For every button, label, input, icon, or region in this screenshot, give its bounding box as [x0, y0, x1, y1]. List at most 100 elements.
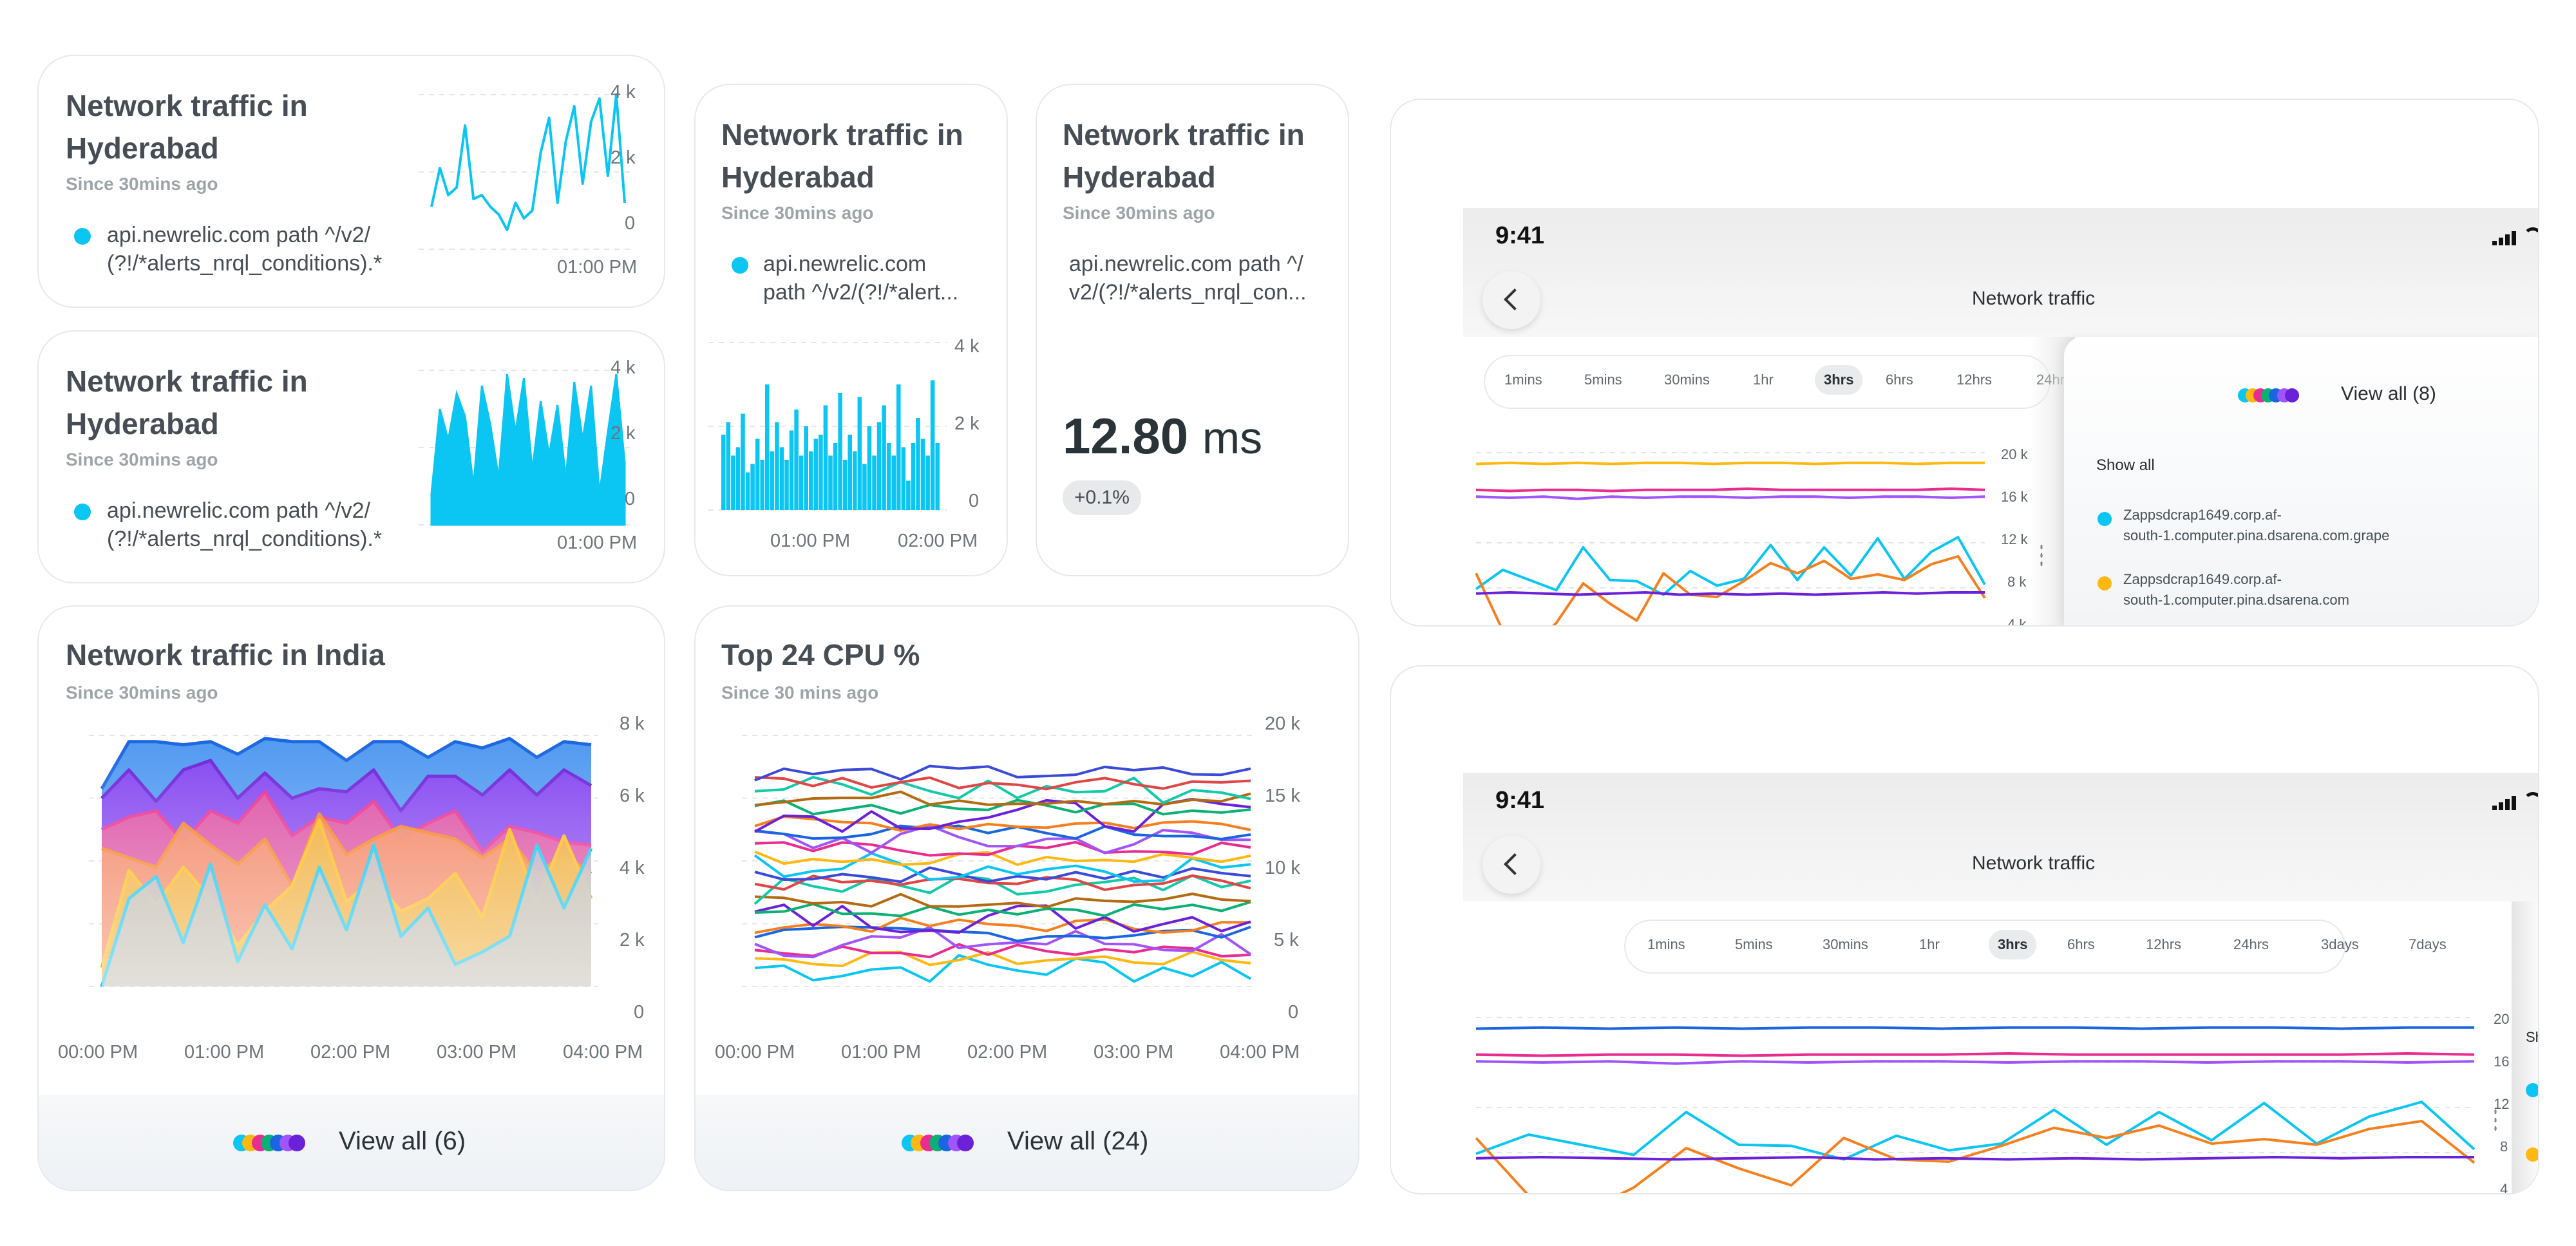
legend-label: south-1.computer.pina.dsarena.com [2123, 592, 2349, 608]
tab-1mins[interactable]: 1mins [1647, 936, 1685, 952]
widget-card-bar[interactable]: Network traffic in Hyderabad Since 30min… [694, 84, 1008, 576]
series-line [754, 926, 1252, 959]
y-tick: 4 k [620, 858, 645, 878]
query-line-2: (?!/*alerts_nrql_conditions).* [107, 251, 383, 276]
y-tick: 2 k [611, 147, 636, 168]
series-area [430, 373, 626, 526]
y-tick: 2 k [620, 930, 645, 950]
tab-5mins[interactable]: 5mins [1584, 372, 1622, 388]
x-tick: 01:00 PM [557, 533, 638, 553]
x-tick: 00:00 PM [58, 1042, 138, 1062]
bar [799, 455, 804, 510]
back-button[interactable] [1482, 271, 1540, 329]
clock: 9:41 [1495, 222, 1545, 249]
y-tick: 4 k [954, 336, 980, 357]
bar [823, 405, 828, 510]
tab-6hrs[interactable]: 6hrs [1886, 372, 1913, 388]
tab-24hrs[interactable]: 24hrs [2233, 936, 2269, 952]
series-line [754, 950, 1251, 968]
bar [741, 413, 745, 510]
back-button[interactable] [1482, 836, 1540, 894]
y-tick: 16 k [2001, 489, 2028, 505]
bar [935, 443, 940, 510]
bar [876, 422, 882, 510]
x-tick: 02:00 PM [310, 1042, 391, 1062]
bar [760, 460, 764, 510]
tab-3days[interactable]: 3days [2321, 936, 2359, 952]
tab-30mins[interactable]: 30mins [1664, 372, 1710, 388]
series-dot [732, 257, 748, 274]
view-all-link[interactable]: View all (6) [339, 1127, 466, 1155]
x-tick: 01:00 PM [770, 531, 851, 551]
x-tick: 02:00 PM [898, 531, 978, 551]
tab-6hrs[interactable]: 6hrs [2067, 936, 2095, 952]
mobile-line-chart [1475, 452, 1986, 625]
sheet-handle[interactable] [2040, 543, 2043, 569]
y-tick: 4 k [2007, 616, 2027, 627]
widget-card-value[interactable]: Network traffic in Hyderabad Since 30min… [1036, 84, 1349, 576]
time-range-tabs[interactable]: 1mins 5mins 30mins 1hr 3hrs 6hrs 12hrs 24hrs 3da… [1624, 920, 2447, 974]
bar [828, 455, 833, 510]
view-all-link[interactable]: View all (8) [2341, 383, 2436, 404]
tab-30mins[interactable]: 30mins [1823, 936, 1868, 952]
series-line [1475, 1060, 2475, 1065]
series-line [754, 775, 1251, 804]
widget-card-line[interactable]: Network traffic in Hyderabad Since 30min… [37, 55, 665, 308]
legend-swatch [2284, 388, 2299, 402]
tab-12hrs[interactable]: 12hrs [2146, 936, 2182, 952]
show-all-label[interactable]: Show all [2096, 457, 2155, 474]
view-all-footer[interactable]: View all (6) [39, 1095, 664, 1190]
bar [862, 464, 867, 510]
tab-1hr[interactable]: 1hr [1919, 936, 1940, 952]
sheet-handle[interactable] [2494, 1108, 2497, 1133]
bar [735, 447, 741, 510]
tab-3hrs[interactable]: 3hrs [1989, 930, 2037, 959]
bar [755, 439, 760, 510]
series-line [1475, 461, 1985, 466]
card-title: Network traffic in Hyderabad [66, 89, 308, 165]
bar [819, 435, 823, 510]
bar [872, 455, 876, 510]
bar [833, 443, 838, 510]
bar [842, 460, 848, 510]
x-tick: 04:00 PM [563, 1042, 643, 1062]
delta-badge: +0.1% [1063, 480, 1141, 515]
widget-card-area[interactable]: Network traffic in Hyderabad Since 30min… [37, 330, 665, 583]
legend-label: south-1.computer.pina.dsarena.com.grape [2123, 527, 2390, 543]
metric-value: 12.80 ms [1063, 407, 1262, 466]
y-tick: 20 k [1265, 713, 1300, 734]
widget-card-india[interactable]: Network traffic in India Since 30mins ag… [37, 605, 665, 1191]
chevron-left-icon [1504, 853, 1526, 875]
series-line [754, 954, 1251, 983]
fade-overlay [102, 735, 591, 986]
view-all-footer[interactable]: View all (24) [696, 1095, 1358, 1190]
series-line [1475, 487, 1985, 493]
y-tick: 4 k [611, 82, 636, 102]
tab-1mins[interactable]: 1mins [1504, 372, 1542, 388]
bar [765, 384, 770, 510]
line-sparkline [419, 93, 631, 250]
tab-1hr[interactable]: 1hr [1753, 372, 1774, 388]
tab-7days[interactable]: 7days [2409, 936, 2447, 952]
widget-card-cpu[interactable]: Top 24 CPU % Since 30 mins ago 20 k 15 k… [694, 605, 1359, 1191]
sheet-edge [2512, 901, 2538, 1193]
legend-dot [2526, 1083, 2538, 1097]
legend-dot [2098, 512, 2112, 526]
multi-line-chart [742, 735, 1257, 987]
tab-5mins[interactable]: 5mins [1735, 936, 1773, 952]
tab-3hrs[interactable]: 3hrs [1815, 365, 1863, 395]
y-tick: 0 [1288, 1002, 1299, 1023]
view-all-link[interactable]: View all (24) [1007, 1127, 1149, 1155]
metric-number: 12.80 [1063, 408, 1189, 464]
series-line [754, 916, 1251, 934]
card-title: Top 24 CPU % [721, 638, 920, 672]
series-line [1475, 536, 1986, 596]
x-tick: 01:00 PM [557, 257, 638, 278]
series-line [753, 874, 1251, 905]
bar [886, 443, 891, 510]
x-tick: 01:00 PM [841, 1042, 922, 1062]
wifi-icon [2523, 792, 2538, 811]
tab-12hrs[interactable]: 12hrs [1956, 372, 1993, 388]
x-tick: 02:00 PM [967, 1042, 1048, 1062]
